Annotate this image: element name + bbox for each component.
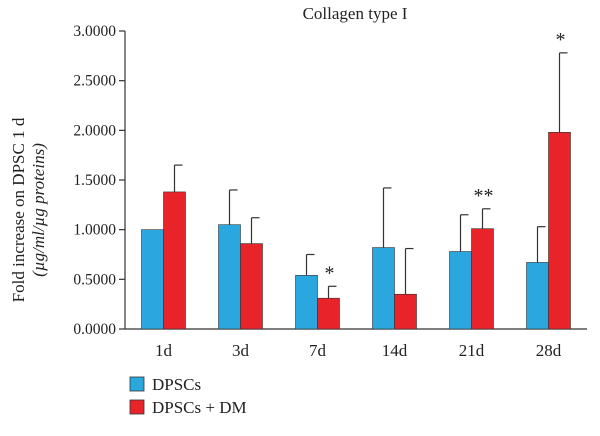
y-tick-label: 3.0000 bbox=[73, 23, 116, 40]
y-tick-label: 0.5000 bbox=[73, 271, 116, 288]
bar-dpscs-dm-7d bbox=[317, 297, 340, 330]
bar-dpscs-7d bbox=[295, 275, 318, 330]
y-tick-label: 1.0000 bbox=[73, 222, 116, 239]
significance-annotations: **** bbox=[325, 29, 566, 284]
legend: DPSCs DPSCs + DM bbox=[129, 375, 247, 417]
significance-marker: * bbox=[556, 29, 566, 51]
y-tick-label: 1.5000 bbox=[73, 172, 116, 189]
legend-swatch bbox=[129, 376, 145, 392]
chart-title: Collagen type I bbox=[303, 4, 408, 23]
y-tick-label: 2.5000 bbox=[73, 73, 116, 90]
x-tick-label: 28d bbox=[536, 341, 562, 360]
bar-dpscs-dm-1d bbox=[163, 191, 186, 330]
x-tick-label: 14d bbox=[382, 341, 408, 360]
x-tick-label: 21d bbox=[459, 341, 485, 360]
bar-dpscs-dm-3d bbox=[240, 243, 263, 330]
y-axis-label-line2: (µg/ml/µg proteins) bbox=[29, 143, 48, 277]
y-tick-label: 0.0000 bbox=[73, 321, 116, 338]
x-tick-label: 3d bbox=[232, 341, 250, 360]
bar-dpscs-dm-28d bbox=[548, 132, 571, 330]
error-bars bbox=[173, 52, 568, 299]
legend-swatch bbox=[129, 399, 145, 415]
x-tick-label: 1d bbox=[155, 341, 173, 360]
bars bbox=[141, 132, 571, 330]
legend-label: DPSCs + DM bbox=[152, 398, 247, 417]
bar-dpscs-dm-14d bbox=[394, 293, 417, 330]
bar-dpscs-1d bbox=[141, 229, 164, 330]
legend-label: DPSCs bbox=[152, 375, 201, 394]
y-tick-label: 2.0000 bbox=[73, 122, 116, 139]
y-axis-label: Fold increase on DPSC 1 d (µg/ml/µg prot… bbox=[9, 117, 48, 302]
y-axis-label-line1: Fold increase on DPSC 1 d bbox=[9, 117, 28, 302]
x-tick-label: 7d bbox=[309, 341, 327, 360]
bar-dpscs-dm-21d bbox=[471, 228, 494, 330]
bar-dpscs-28d bbox=[526, 262, 549, 330]
bar-dpscs-14d bbox=[372, 247, 395, 330]
axes: 0.0000 0.5000 1.0000 1.5000 2.0000 2.5000 3.00… bbox=[73, 23, 587, 360]
bar-dpscs-3d bbox=[218, 224, 241, 330]
significance-marker: * bbox=[325, 262, 335, 284]
significance-marker: ** bbox=[474, 185, 494, 207]
bar-dpscs-21d bbox=[449, 251, 472, 330]
